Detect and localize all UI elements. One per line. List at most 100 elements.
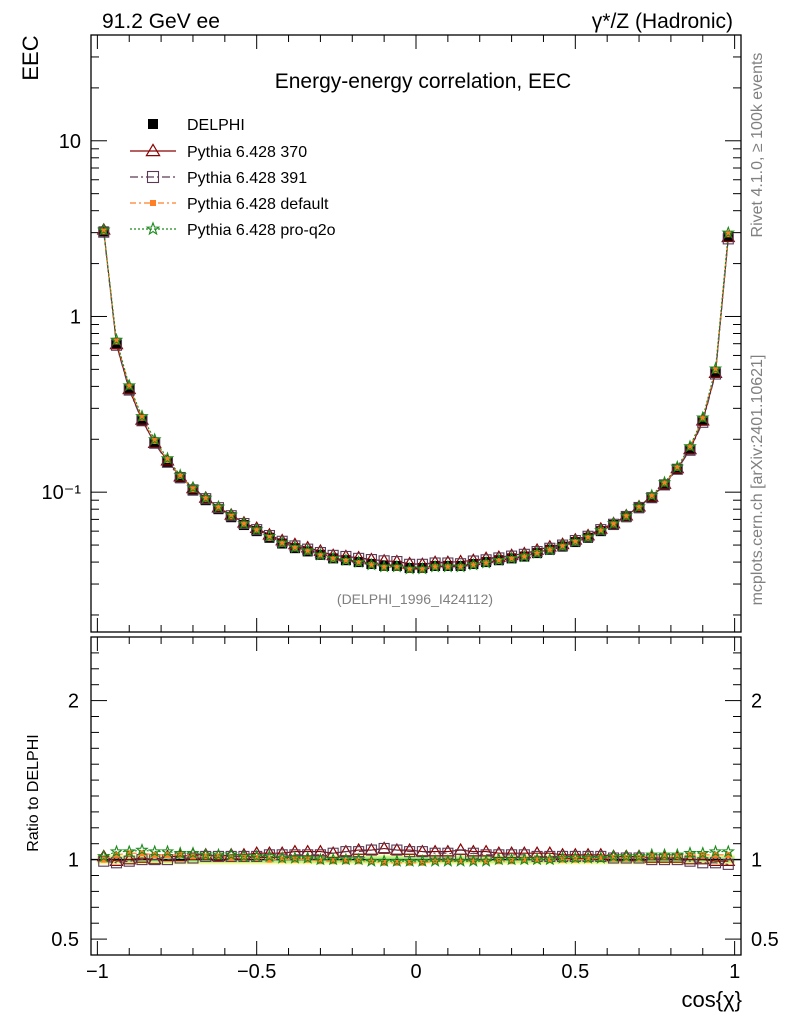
plot-title: Energy-energy correlation, EEC <box>275 70 571 93</box>
main-panel: 10 1 10⁻¹ <box>42 34 742 633</box>
mc-point-pq2o <box>632 499 646 513</box>
ratio-point-pq2o <box>721 844 736 858</box>
mc-point-pq2o <box>377 559 391 573</box>
ratio-point-pq2o <box>683 846 697 860</box>
mc-point-pdefault <box>253 527 260 534</box>
series-pq2o <box>103 229 729 570</box>
x-tick-label: 0.5 <box>561 961 589 983</box>
ratio-point-pq2o <box>224 847 238 861</box>
ratio-y-tick-label: 1 <box>68 850 79 872</box>
mc-point-p391 <box>658 479 671 491</box>
ratio-point-p391 <box>187 852 199 864</box>
markers-p370 <box>96 222 736 570</box>
ratio-point-pq2o <box>645 847 659 861</box>
ratio-point-pdefault <box>317 858 324 865</box>
ratio-point-pdefault <box>304 856 311 863</box>
mc-point-pdefault <box>368 561 375 568</box>
mc-point-pq2o <box>721 225 736 239</box>
mc-point-pdefault <box>215 504 222 511</box>
mc-point-pq2o <box>109 332 124 346</box>
ratio-point-p370 <box>721 854 736 866</box>
mc-point-pdefault <box>317 552 324 559</box>
mc-point-pdefault <box>355 559 362 566</box>
mc-point-pdefault <box>572 539 579 546</box>
ratio-point-p391 <box>353 846 365 858</box>
ratio-point-p391 <box>212 850 225 862</box>
ratio-point-p370 <box>402 842 417 855</box>
ratio-point-pdefault <box>508 858 515 865</box>
ratio-point-pdefault <box>521 856 528 863</box>
ratio-point-pdefault <box>546 856 553 863</box>
y-tick-label: 10 <box>59 131 81 153</box>
ratio-point-p370 <box>504 846 519 859</box>
mc-point-pdefault <box>406 566 413 573</box>
ratio-point-pdefault <box>636 855 643 862</box>
ratio-point-pq2o <box>657 847 672 861</box>
ratio-frame <box>90 636 742 956</box>
x-tick-label: −0.5 <box>237 961 276 983</box>
mc-point-pdefault <box>610 521 617 528</box>
series-p370 <box>103 229 729 565</box>
ratio-point-pq2o <box>492 852 506 866</box>
mc-point-pq2o <box>288 540 302 554</box>
ratio-point-p370 <box>338 844 353 857</box>
mc-point-pdefault <box>164 456 171 463</box>
mc-point-pq2o <box>224 507 238 521</box>
mc-point-pq2o <box>313 547 328 561</box>
mc-point-pdefault <box>266 534 273 541</box>
ratio-point-pdefault <box>610 855 617 862</box>
series-line-pdefault <box>103 231 729 571</box>
mc-point-pdefault <box>597 527 604 534</box>
mc-point-pq2o <box>543 542 557 556</box>
mc-point-p391 <box>174 471 186 484</box>
ratio-point-pq2o <box>173 846 187 860</box>
ratio-point-pq2o <box>351 852 366 866</box>
ratio-y-tick-label: 2 <box>68 691 79 713</box>
ratio-point-pdefault <box>572 856 579 863</box>
mc-point-pq2o <box>530 545 544 559</box>
series-line-pq2o <box>103 229 729 570</box>
ratio-point-p391 <box>722 858 734 870</box>
ratio-point-pq2o <box>695 846 710 860</box>
mc-point-pq2o <box>619 508 634 522</box>
ratio-point-p370 <box>377 841 392 854</box>
mc-point-pq2o <box>670 459 685 473</box>
ratio-point-pdefault <box>559 856 566 863</box>
mc-point-pdefault <box>636 504 643 511</box>
ratio-point-pdefault <box>100 856 107 863</box>
ratio-point-pdefault <box>597 855 604 862</box>
ratio-point-pdefault <box>151 851 158 858</box>
ratio-point-pq2o <box>198 847 213 861</box>
ratio-point-pq2o <box>300 850 315 864</box>
mc-point-pq2o <box>351 554 366 568</box>
ratio-point-pdefault <box>189 853 196 860</box>
mc-point-pdefault <box>444 563 451 570</box>
mc-point-pdefault <box>189 486 196 493</box>
ratio-point-p391 <box>340 846 352 858</box>
legend-label: DELPHI <box>187 117 245 134</box>
ratio-point-pq2o <box>466 854 481 867</box>
legend-label: Pythia 6.428 default <box>187 196 329 213</box>
mc-point-pdefault <box>177 473 184 480</box>
x-tick-label: −1 <box>86 961 109 983</box>
series-line-p391 <box>103 232 729 565</box>
mc-point-pdefault <box>393 564 400 571</box>
ratio-point-pdefault <box>330 858 337 865</box>
series-line-p370 <box>103 229 729 565</box>
ratio-point-pq2o <box>339 852 353 866</box>
mc-point-pq2o <box>695 410 710 424</box>
mc-point-pdefault <box>240 521 247 528</box>
ratio-panel: −1 −0.5 0 0.5 1 2 2 1 1 0.5 0.5 <box>51 636 779 983</box>
ratio-point-pq2o <box>147 844 162 858</box>
ratio-point-pdefault <box>687 851 694 858</box>
mcplots-label: mcplots.cern.ch [arXiv:2401.10621] <box>749 355 766 606</box>
ratio-point-p370 <box>326 846 341 859</box>
mc-point-pq2o <box>326 551 340 565</box>
mc-point-pq2o <box>581 529 595 543</box>
mc-point-pdefault <box>648 493 655 500</box>
rivet-label: Rivet 4.1.0, ≥ 100k events <box>749 53 766 238</box>
ratio-point-p370 <box>453 842 468 855</box>
ratio-point-pdefault <box>279 856 286 863</box>
mc-point-pdefault <box>291 545 298 552</box>
